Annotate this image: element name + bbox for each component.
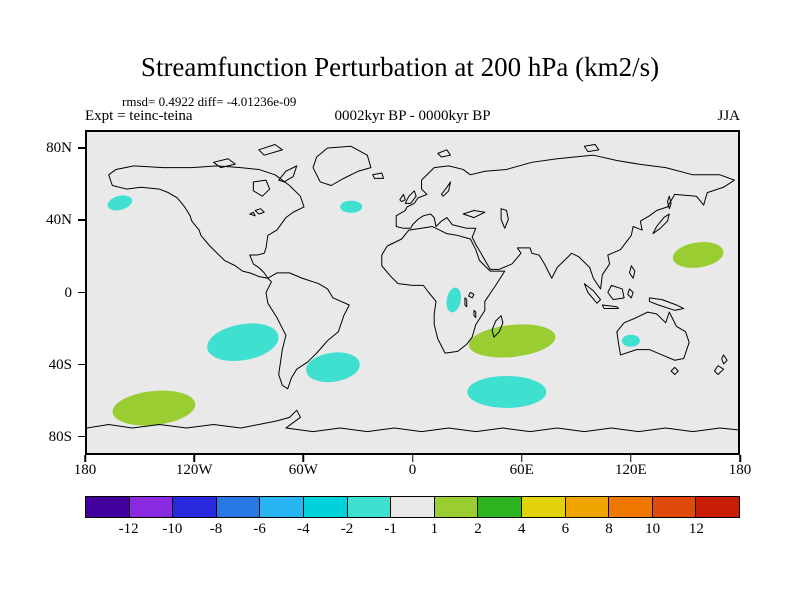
anomaly-blob [467, 320, 557, 362]
colorbar-segment [565, 497, 610, 517]
anomaly-blob [105, 193, 134, 214]
x-tick-mark [193, 455, 195, 462]
colorbar-segment [609, 497, 653, 517]
x-tick-mark [302, 455, 305, 462]
colorbar-segment [216, 497, 261, 517]
stats-line: rmsd= 0.4922 diff= -4.01236e-09 [122, 94, 297, 109]
colorbar-segment [86, 497, 130, 517]
y-tick-label: 40N [46, 212, 72, 229]
x-tick-label: 0 [408, 462, 417, 478]
colorbar-level-label: -2 [340, 521, 354, 537]
anomaly-blob [203, 318, 282, 367]
colorbar-segment [696, 497, 739, 517]
x-tick-mark [411, 455, 414, 462]
x-tick-mark [84, 455, 86, 462]
colorbar-level-label: -4 [297, 521, 310, 537]
colorbar-level-label: -6 [253, 521, 266, 537]
colorbar-level-label: 4 [517, 521, 526, 537]
colorbar-segment [347, 497, 392, 517]
map-frame [85, 130, 740, 455]
colorbar-level-label: 10 [645, 521, 661, 537]
colorbar-segment [652, 497, 697, 517]
x-tick-mark [520, 455, 523, 462]
colorbar-level-label: -8 [209, 521, 223, 537]
colorbar-level-label: 2 [474, 521, 482, 537]
x-axis: 180 120W 60W 0 60E 120E 180 [74, 455, 751, 489]
colorbar-segment [434, 497, 479, 517]
y-tick-label: 80N [46, 140, 72, 157]
y-tick-mark [78, 291, 85, 293]
colorbar-segment [303, 497, 348, 517]
period-label: 0002kyr BP - 0000kyr BP [334, 108, 491, 124]
colorbar [85, 496, 740, 518]
x-tick-mark [739, 455, 741, 462]
colorbar-level-label: 1 [430, 521, 439, 537]
season-label: JJA [717, 108, 740, 124]
y-tick-mark [78, 435, 85, 438]
x-tick-label: 120E [614, 462, 647, 478]
x-tick-mark [630, 455, 632, 462]
colorbar-level-label: 6 [561, 521, 570, 537]
x-tick-label: 60E [509, 462, 534, 478]
colorbar-level-label: -1 [384, 521, 397, 537]
colorbar-segment [391, 497, 435, 517]
x-tick-label: 180 [73, 462, 97, 478]
colorbar-segment [260, 497, 304, 517]
x-tick-label: 120W [175, 462, 213, 478]
anomaly-blob [466, 376, 547, 409]
anomaly-blob [110, 387, 198, 430]
anomaly-blob [671, 239, 726, 271]
anomaly-layer [87, 132, 738, 453]
x-tick-label: 60W [288, 462, 318, 478]
colorbar-segment [478, 497, 522, 517]
colorbar-labels: -12 -10 -8 -6 -4 -2 -1 1 2 4 6 8 10 12 [85, 521, 740, 541]
y-tick-mark [78, 219, 85, 221]
colorbar-segment [521, 497, 566, 517]
colorbar-level-label: 12 [688, 521, 704, 537]
experiment-label: Expt = teinc-teina [85, 108, 193, 124]
y-tick-label: 0 [64, 284, 73, 301]
anomaly-blob [622, 334, 641, 347]
y-tick-label: 40S [48, 356, 72, 373]
colorbar-level-label: -12 [118, 521, 139, 537]
anomaly-blob [304, 349, 362, 386]
x-tick-label: 180 [728, 462, 752, 478]
colorbar-level-label: -10 [162, 521, 183, 537]
colorbar-segment [173, 497, 217, 517]
plot-header-row: Expt = teinc-teina 0002kyr BP - 0000kyr … [85, 108, 740, 125]
y-tick-label: 80S [48, 428, 72, 445]
y-tick-mark [78, 363, 85, 366]
colorbar-level-label: 8 [605, 521, 613, 537]
y-axis: 80N 40N 0 40S 80S [0, 130, 85, 455]
anomaly-blob [444, 286, 464, 314]
plot-title: Streamfunction Perturbation at 200 hPa (… [140, 52, 660, 82]
y-tick-mark [78, 147, 85, 149]
anomaly-blob [340, 200, 362, 214]
colorbar-segment [129, 497, 174, 517]
